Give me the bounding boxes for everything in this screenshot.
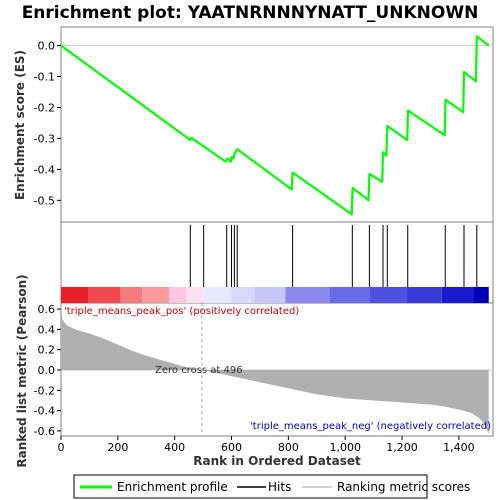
x-tick-label-4: 800 — [278, 441, 299, 454]
colorbar-segment-11 — [369, 287, 407, 303]
es-y-tick-label-5: -0.5 — [34, 194, 55, 207]
metric-y-tick-label-3: 0.0 — [38, 364, 56, 377]
zero-cross-label: Zero cross at 496 — [155, 365, 243, 376]
es-line — [60, 35, 490, 216]
metric-area-group — [61, 303, 493, 436]
colorbar-segment-3 — [142, 287, 169, 303]
es-y-axis-title: Enrichment score (ES) — [13, 50, 27, 200]
es-y-tick-label-4: -0.4 — [34, 163, 55, 176]
colorbar-segment-4 — [169, 287, 187, 303]
axes-group: 0.0 -0.1 -0.2 -0.3 -0.4 -0.5 0.6 0.4 0.2 0.0 -0.2 -… — [34, 40, 475, 454]
hits-group — [189, 225, 478, 287]
es-y-tick-label-2: -0.2 — [34, 101, 55, 114]
colorbar-segment-0 — [61, 287, 88, 303]
x-tick-label-5: 1,000 — [329, 441, 361, 454]
colorbar-segment-9 — [285, 287, 330, 303]
colorbar-group — [61, 287, 489, 303]
metric-y-tick-label-6: -0.6 — [34, 425, 55, 438]
metric-y-axis-title: Ranked list metric (Pearson) — [15, 274, 29, 467]
colorbar-segment-10 — [329, 287, 370, 303]
colorbar-segment-7 — [231, 287, 255, 303]
x-tick-label-7: 1,400 — [443, 441, 475, 454]
chart-title: Enrichment plot: YAATNRNNNYNATT_UNKNOWN — [22, 3, 479, 23]
es-y-tick-label-0: 0.0 — [38, 40, 56, 53]
colorbar-segment-6 — [203, 287, 232, 303]
metric-y-tick-label-2: 0.2 — [38, 344, 56, 357]
colorbar-segment-13 — [441, 287, 474, 303]
x-tick-label-1: 200 — [107, 441, 128, 454]
colorbar-segment-5 — [186, 287, 204, 303]
colorbar-segment-1 — [88, 287, 121, 303]
legend-label-hits: Hits — [268, 480, 291, 494]
x-tick-label-3: 600 — [221, 441, 242, 454]
colorbar-segment-8 — [254, 287, 286, 303]
metric-y-tick-label-1: 0.4 — [38, 323, 56, 336]
es-y-tick-label-3: -0.3 — [34, 132, 55, 145]
colorbar-segment-12 — [406, 287, 442, 303]
legend-label-metric: Ranking metric scores — [337, 480, 470, 494]
neg-correlated-label: 'triple_means_peak_neg' (negatively corr… — [250, 421, 491, 432]
colorbar-segment-14 — [473, 287, 489, 303]
x-tick-label-6: 1,200 — [386, 441, 418, 454]
colorbar-segment-2 — [120, 287, 142, 303]
es-panel — [60, 26, 494, 223]
pos-correlated-label: 'triple_means_peak_pos' (positively corr… — [64, 306, 299, 317]
metric-y-tick-label-5: -0.4 — [34, 405, 55, 418]
x-tick-label-2: 400 — [164, 441, 185, 454]
metric-y-tick-label-4: -0.2 — [34, 384, 55, 397]
legend-label-es: Enrichment profile — [117, 480, 228, 494]
x-tick-label-0: 0 — [58, 441, 65, 454]
x-axis-title: Rank in Ordered Dataset — [193, 454, 361, 468]
metric-area — [61, 303, 489, 434]
metric-y-tick-label-0: 0.6 — [38, 303, 56, 316]
es-group — [60, 35, 493, 216]
es-y-tick-label-1: -0.1 — [34, 71, 55, 84]
